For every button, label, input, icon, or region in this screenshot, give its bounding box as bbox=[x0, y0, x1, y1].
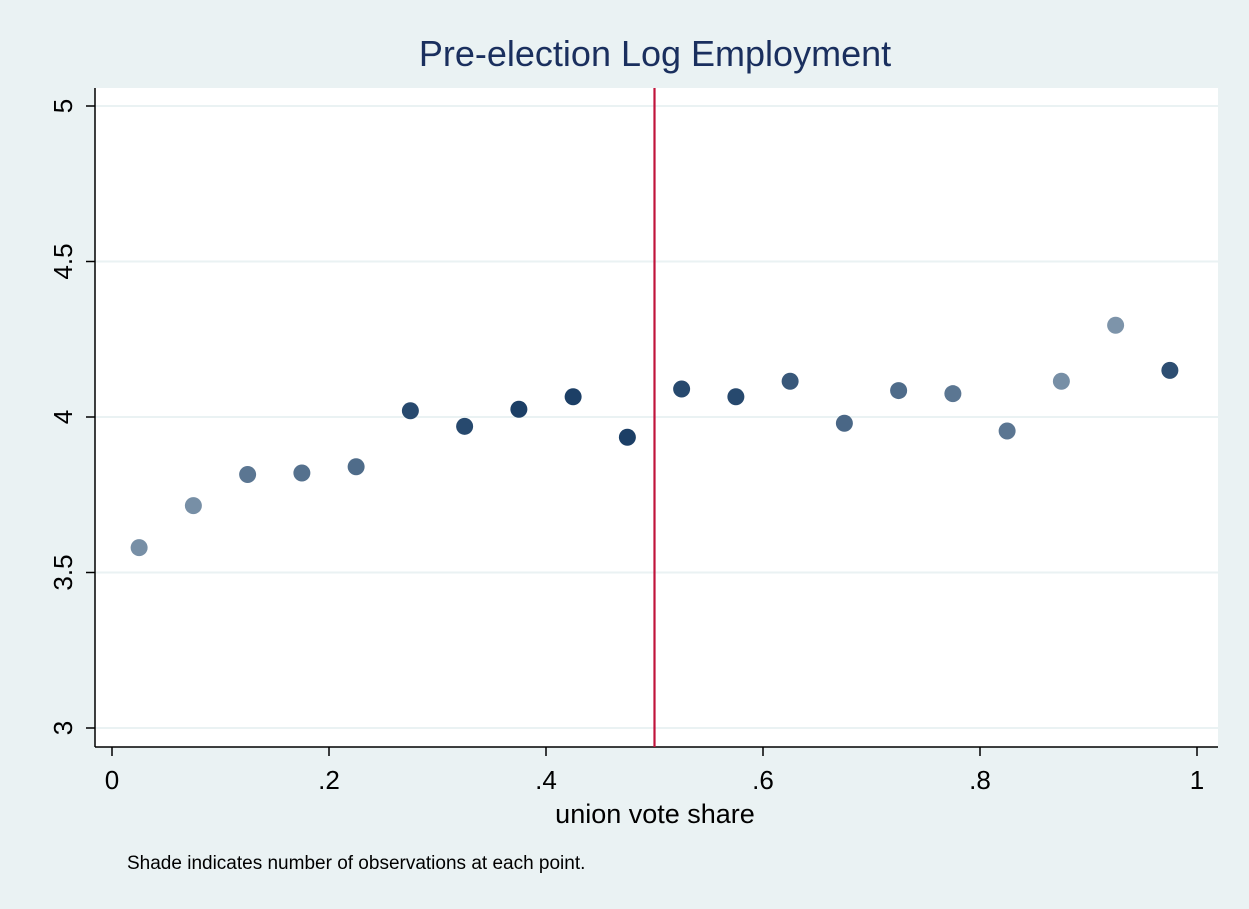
data-point bbox=[1107, 316, 1125, 334]
data-point bbox=[130, 539, 148, 557]
x-tick-label: .4 bbox=[535, 765, 557, 795]
data-point bbox=[239, 466, 257, 484]
x-tick-label: 0 bbox=[105, 765, 119, 795]
x-axis: 0 .2 .4 .6 .8 1 bbox=[95, 746, 1218, 795]
x-tick-label: .2 bbox=[318, 765, 340, 795]
y-tick-label: 4 bbox=[48, 410, 78, 424]
data-point bbox=[727, 388, 745, 406]
data-points bbox=[130, 316, 1179, 557]
x-tick-label: .8 bbox=[969, 765, 991, 795]
data-point bbox=[781, 372, 799, 390]
y-axis: 3 3.5 4 4.5 5 bbox=[48, 88, 96, 747]
data-point bbox=[456, 417, 474, 435]
gridlines bbox=[95, 105, 1218, 729]
data-point bbox=[510, 400, 528, 418]
data-point bbox=[184, 497, 202, 515]
data-point bbox=[835, 414, 853, 432]
x-tick-label: 1 bbox=[1190, 765, 1204, 795]
y-tick-label: 3 bbox=[48, 721, 78, 735]
data-point bbox=[618, 428, 636, 446]
data-point bbox=[673, 380, 691, 398]
chart-title: Pre-election Log Employment bbox=[419, 33, 891, 74]
data-point bbox=[890, 382, 908, 400]
y-tick-label: 3.5 bbox=[48, 554, 78, 590]
data-point bbox=[1052, 372, 1070, 390]
data-point bbox=[944, 385, 962, 403]
x-axis-label: union vote share bbox=[555, 799, 755, 829]
data-point bbox=[347, 458, 365, 476]
y-tick-label: 4.5 bbox=[48, 243, 78, 279]
chart-note: Shade indicates number of observations a… bbox=[127, 853, 585, 874]
data-point bbox=[998, 422, 1016, 440]
data-point bbox=[564, 388, 582, 406]
data-point bbox=[1161, 361, 1179, 379]
x-tick-label: .6 bbox=[752, 765, 774, 795]
data-point bbox=[401, 402, 419, 420]
data-point bbox=[293, 464, 311, 482]
y-tick-label: 5 bbox=[48, 99, 78, 113]
